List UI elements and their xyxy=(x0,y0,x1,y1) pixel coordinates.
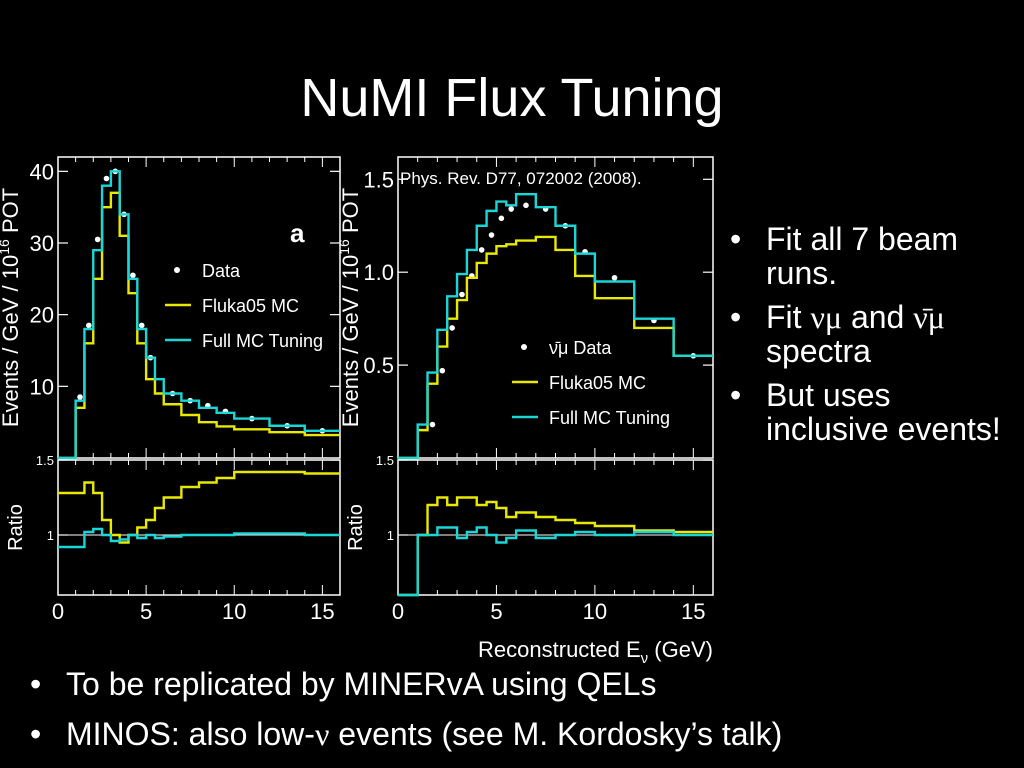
legend-marker xyxy=(174,267,180,273)
bullet-text: Fit xyxy=(766,299,811,335)
y-axis-label: Events / GeV / 1016 POT xyxy=(336,188,363,427)
data-point xyxy=(86,322,92,329)
data-point xyxy=(138,322,145,329)
y-axis-label-part: POT xyxy=(338,188,363,239)
y-axis-label: Ratio xyxy=(345,504,367,551)
y-axis-label: Ratio xyxy=(5,504,27,551)
legend-marker xyxy=(521,344,527,350)
bullet-dot: • xyxy=(730,221,742,257)
y-axis-label-exponent: 16 xyxy=(336,239,352,255)
y-tick-label: 40 xyxy=(30,159,54,184)
bullet-text: To be replicated by MINERvA using QELs xyxy=(66,666,657,702)
chart-panel-1: 1 1.5 0 5 10 15 Ratio xyxy=(5,453,341,624)
slide-title: NuMI Flux Tuning xyxy=(300,68,724,128)
series-line-tuned xyxy=(58,527,340,549)
data-point xyxy=(449,325,455,331)
numubar-symbol: ν̄μ xyxy=(913,299,945,335)
right-bullet: • Fit all 7 beam runs. xyxy=(730,222,1015,290)
bullet-text: events (see M. Kordosky’s talk) xyxy=(329,716,783,752)
x-axis-label-subscript: ν xyxy=(641,650,649,667)
series-line-fluka xyxy=(398,496,713,597)
bullet-dot: • xyxy=(730,377,742,413)
citation-annotation: Phys. Rev. D77, 072002 (2008). xyxy=(400,169,642,188)
right-bullet: • But uses inclusive events! xyxy=(730,378,1015,446)
x-axis-label-part: Reconstructed E xyxy=(478,637,641,662)
data-point xyxy=(94,236,101,243)
y-tick-label: 1.5 xyxy=(36,453,54,468)
y-axis-label-part: Events / GeV / 10 xyxy=(0,255,23,427)
y-tick-label: 1.5 xyxy=(376,453,394,468)
series-line-fluka xyxy=(58,470,340,544)
x-tick-label: 15 xyxy=(310,599,334,624)
bullet-text: But uses inclusive events! xyxy=(766,377,1001,447)
data-point xyxy=(508,206,515,212)
x-axis-label: Reconstructed Eν (GeV) xyxy=(478,637,713,667)
x-tick-label: 0 xyxy=(52,599,64,624)
chart-panel-3: 1 1.5 0 5 10 15 Ratio Reconstructed Eν (GeV) xyxy=(345,453,714,667)
bullet-text: Fit all 7 beam runs. xyxy=(766,221,959,291)
series-line-tuned xyxy=(398,192,713,460)
bullet-text: and xyxy=(842,299,914,335)
bullet-dot: • xyxy=(30,716,42,752)
right-bullet: • Fit νμ and ν̄μ spectra xyxy=(730,300,1015,368)
bullet-dot: • xyxy=(30,666,42,702)
nu-symbol: ν xyxy=(314,716,330,752)
y-axis-label-part: POT xyxy=(0,188,23,239)
bullet-dot: • xyxy=(730,299,742,335)
bottom-bullet: • MINOS: also low-ν events (see M. Kordos… xyxy=(30,716,1020,752)
data-point xyxy=(523,202,529,209)
y-tick-label: 1.0 xyxy=(363,260,394,285)
data-point xyxy=(478,247,485,253)
y-tick-label: 20 xyxy=(30,303,54,328)
y-axis-label: Events / GeV / 1016 POT xyxy=(0,188,23,427)
panel-label: a xyxy=(290,218,305,248)
data-point xyxy=(439,367,446,374)
bottom-bullet-list: • To be replicated by MINERvA using QELs … xyxy=(30,666,1020,766)
right-bullet-list: • Fit all 7 beam runs. • Fit νμ and ν̄μ sp… xyxy=(730,222,1015,456)
data-point xyxy=(77,394,83,400)
x-axis-label-part: (GeV) xyxy=(648,637,713,662)
x-tick-label: 0 xyxy=(392,599,404,624)
legend-label: Fluka05 MC xyxy=(202,296,299,316)
y-axis-label-exponent: 16 xyxy=(0,239,12,255)
data-point xyxy=(103,175,110,182)
y-tick-label: 10 xyxy=(30,374,54,399)
y-tick-label: 1 xyxy=(387,528,394,543)
plot-frame xyxy=(57,459,341,596)
data-point xyxy=(488,232,495,238)
legend-label: Fluka05 MC xyxy=(549,373,646,393)
y-tick-label: 1.5 xyxy=(363,167,394,192)
data-point xyxy=(429,421,436,428)
y-tick-label: 0.5 xyxy=(363,353,394,378)
data-point xyxy=(130,272,136,279)
y-tick-label: 30 xyxy=(30,231,54,256)
bullet-text: spectra xyxy=(766,333,871,369)
data-point xyxy=(459,291,465,298)
x-tick-label: 15 xyxy=(681,599,705,624)
chart-panel-0: 10 20 30 40 Events / GeV / 1016 POT a Data Fluk… xyxy=(0,156,341,460)
data-point xyxy=(611,274,618,281)
x-tick-label: 5 xyxy=(140,599,152,624)
x-tick-label: 5 xyxy=(490,599,502,624)
series-line-tuned xyxy=(398,526,713,597)
x-tick-label: 10 xyxy=(222,599,246,624)
series-line-tuned xyxy=(58,170,340,460)
legend-label: ν̄μ Data xyxy=(549,338,612,358)
x-tick-label: 10 xyxy=(583,599,607,624)
y-axis-label-part: Events / GeV / 10 xyxy=(338,255,363,427)
legend-label: Full MC Tuning xyxy=(549,408,670,428)
data-point xyxy=(498,215,505,222)
y-tick-label: 1 xyxy=(47,528,54,543)
legend-label: Full MC Tuning xyxy=(202,331,323,351)
bullet-text: MINOS: also low- xyxy=(66,716,315,752)
numu-symbol: νμ xyxy=(810,299,843,335)
legend-label: Data xyxy=(202,261,241,281)
bottom-bullet: • To be replicated by MINERvA using QELs xyxy=(30,666,1020,702)
